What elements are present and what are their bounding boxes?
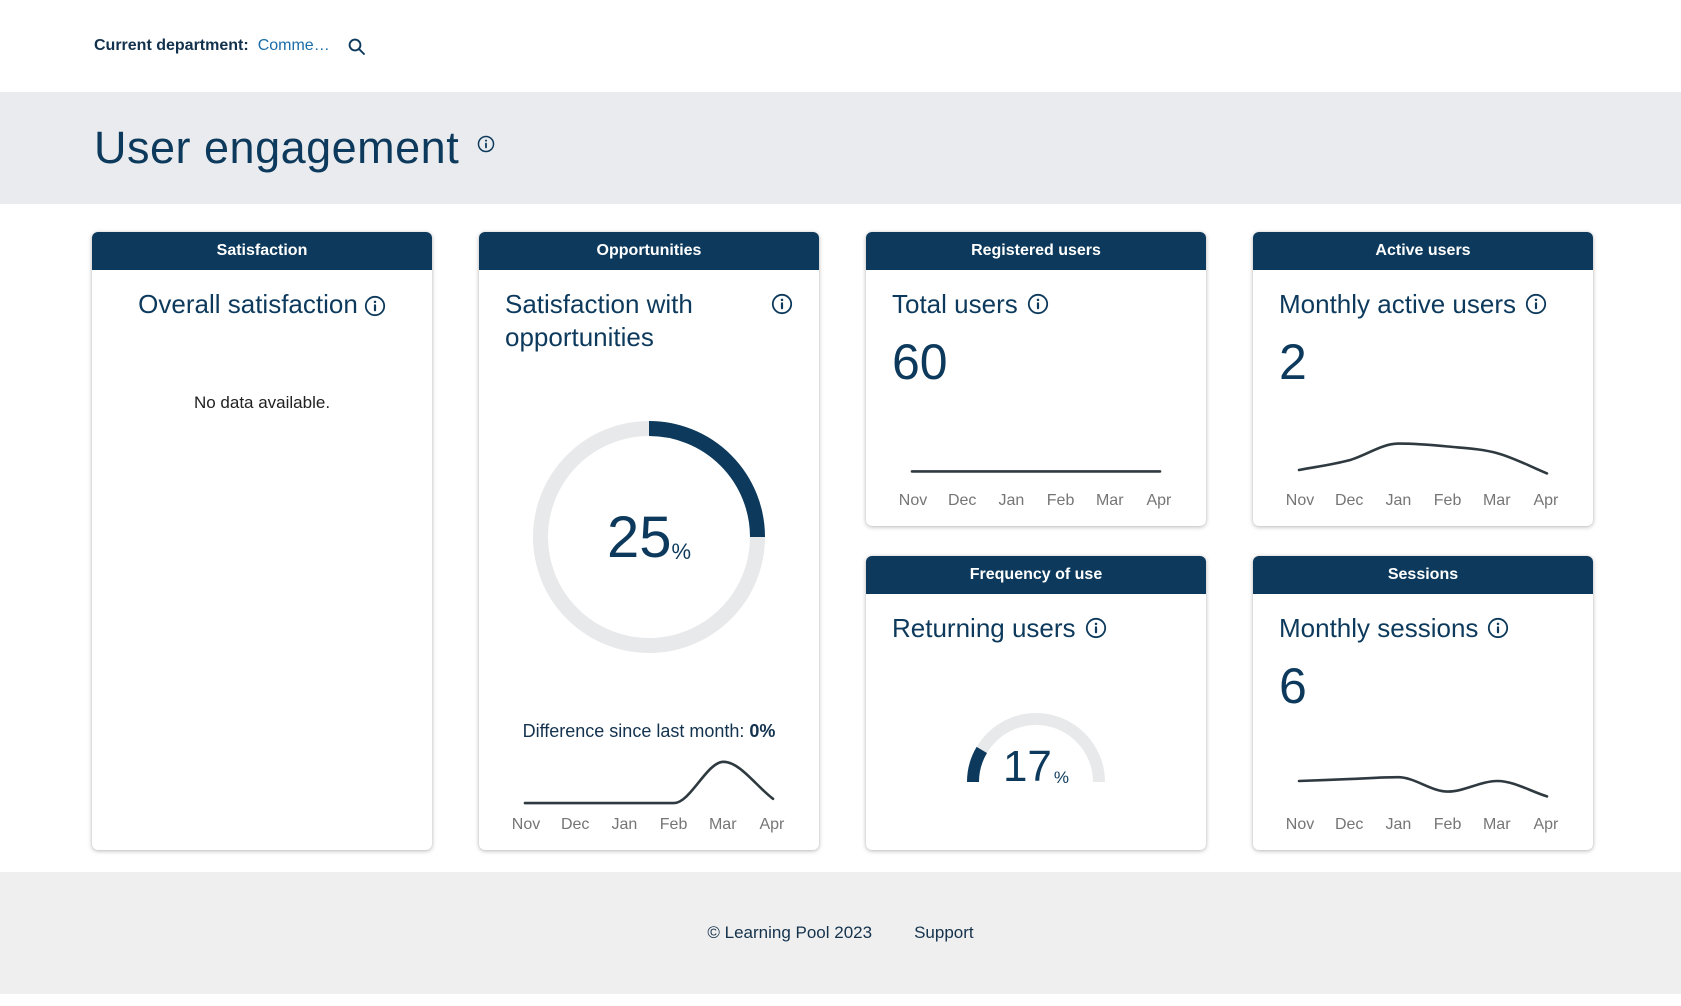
month-label: Dec [560, 816, 590, 833]
card-header: Satisfaction [92, 232, 432, 270]
donut-value: 25 [606, 504, 672, 570]
difference-line: Difference since last month: 0% [505, 721, 793, 742]
empty-message: No data available. [193, 392, 331, 412]
month-label: Dec [947, 492, 977, 509]
card-header: Sessions [1253, 556, 1593, 594]
card-title: Monthly sessions [1279, 613, 1479, 643]
donut-chart: 25 % [533, 421, 765, 653]
card-title: Monthly active users [1279, 289, 1516, 319]
month-label: Jan [611, 816, 638, 833]
info-icon[interactable] [477, 135, 495, 153]
card-header: Active users [1253, 232, 1593, 270]
metric-value: 60 [892, 333, 948, 390]
month-label: Nov [1285, 492, 1315, 509]
card-title: Total users [892, 289, 1018, 319]
current-department-label: Current department: [94, 37, 249, 54]
info-icon[interactable] [1525, 293, 1547, 315]
card-frequency-of-use: Frequency of use Returning users 17 % [866, 556, 1206, 850]
month-label: Apr [1533, 492, 1559, 509]
month-label: Dec [1334, 816, 1364, 833]
trend-chart: Nov Dec Jan Feb Mar Apr [892, 428, 1180, 510]
page-header: User engagement [0, 92, 1681, 204]
month-label: Jan [1385, 492, 1412, 509]
info-icon[interactable] [771, 293, 793, 315]
month-label: Feb [1046, 492, 1075, 509]
info-icon[interactable] [364, 295, 386, 317]
sparkline-path [1297, 442, 1549, 475]
month-axis: Nov Dec Jan Feb Mar Apr [505, 814, 793, 834]
footer: © Learning Pool 2023 Support [0, 872, 1681, 994]
month-label: Nov [1285, 816, 1315, 833]
month-axis: Nov Dec Jan Feb Mar Apr [1279, 814, 1567, 834]
month-label: Nov [511, 816, 541, 833]
month-label: Dec [1334, 492, 1364, 509]
trend-chart: Nov Dec Jan Feb Mar Apr [1279, 752, 1567, 834]
info-icon[interactable] [1085, 617, 1107, 639]
month-label: Apr [1533, 816, 1559, 833]
month-label: Mar [1482, 816, 1511, 833]
current-department-value[interactable]: Comme… [257, 37, 330, 54]
difference-value: 0% [749, 721, 776, 741]
gauge-unit: % [1053, 768, 1070, 788]
dashboard: Satisfaction Overall satisfaction No dat… [0, 204, 1681, 872]
month-label: Apr [1146, 492, 1172, 509]
card-opportunities: Opportunities Satisfaction with opportun… [479, 232, 819, 850]
bottom-strip [0, 994, 1681, 1006]
card-satisfaction: Satisfaction Overall satisfaction No dat… [92, 232, 432, 850]
donut-unit: % [671, 539, 692, 564]
card-title: Satisfaction with opportunities [505, 289, 693, 352]
difference-label: Difference since last month: [522, 721, 745, 741]
info-icon[interactable] [1487, 617, 1509, 639]
month-label: Nov [898, 492, 928, 509]
card-sessions: Sessions Monthly sessions 6 Nov Dec Jan Feb… [1253, 556, 1593, 850]
top-bar: Current department: Comme… [0, 0, 1681, 92]
month-label: Mar [708, 816, 737, 833]
sparkline-path [1297, 775, 1549, 798]
sparkline-path [523, 760, 775, 805]
month-label: Apr [759, 816, 785, 833]
card-header: Frequency of use [866, 556, 1206, 594]
metric-value: 2 [1279, 333, 1307, 390]
month-label: Feb [1433, 492, 1462, 509]
month-label: Feb [659, 816, 688, 833]
trend-chart: Nov Dec Jan Feb Mar Apr [505, 752, 793, 834]
support-link[interactable]: Support [914, 923, 974, 942]
card-header: Opportunities [479, 232, 819, 270]
month-label: Mar [1482, 492, 1511, 509]
metric-value: 6 [1279, 657, 1307, 714]
info-icon[interactable] [1027, 293, 1049, 315]
trend-chart: Nov Dec Jan Feb Mar Apr [1279, 428, 1567, 510]
gauge-value: 17 [1002, 742, 1052, 792]
month-label: Mar [1095, 492, 1124, 509]
month-axis: Nov Dec Jan Feb Mar Apr [892, 490, 1180, 510]
page-title: User engagement [94, 122, 460, 173]
copyright-text: © Learning Pool 2023 [707, 923, 873, 942]
month-label: Feb [1433, 816, 1462, 833]
month-axis: Nov Dec Jan Feb Mar Apr [1279, 490, 1567, 510]
card-active-users: Active users Monthly active users 2 Nov D… [1253, 232, 1593, 526]
gauge-chart: 17 % [961, 698, 1111, 790]
card-title: Returning users [892, 613, 1076, 643]
card-title: Overall satisfaction [138, 289, 358, 319]
month-label: Jan [998, 492, 1025, 509]
card-header: Registered users [866, 232, 1206, 270]
month-label: Jan [1385, 816, 1412, 833]
search-icon[interactable] [347, 37, 366, 56]
card-registered-users: Registered users Total users 60 Nov Dec Ja… [866, 232, 1206, 526]
